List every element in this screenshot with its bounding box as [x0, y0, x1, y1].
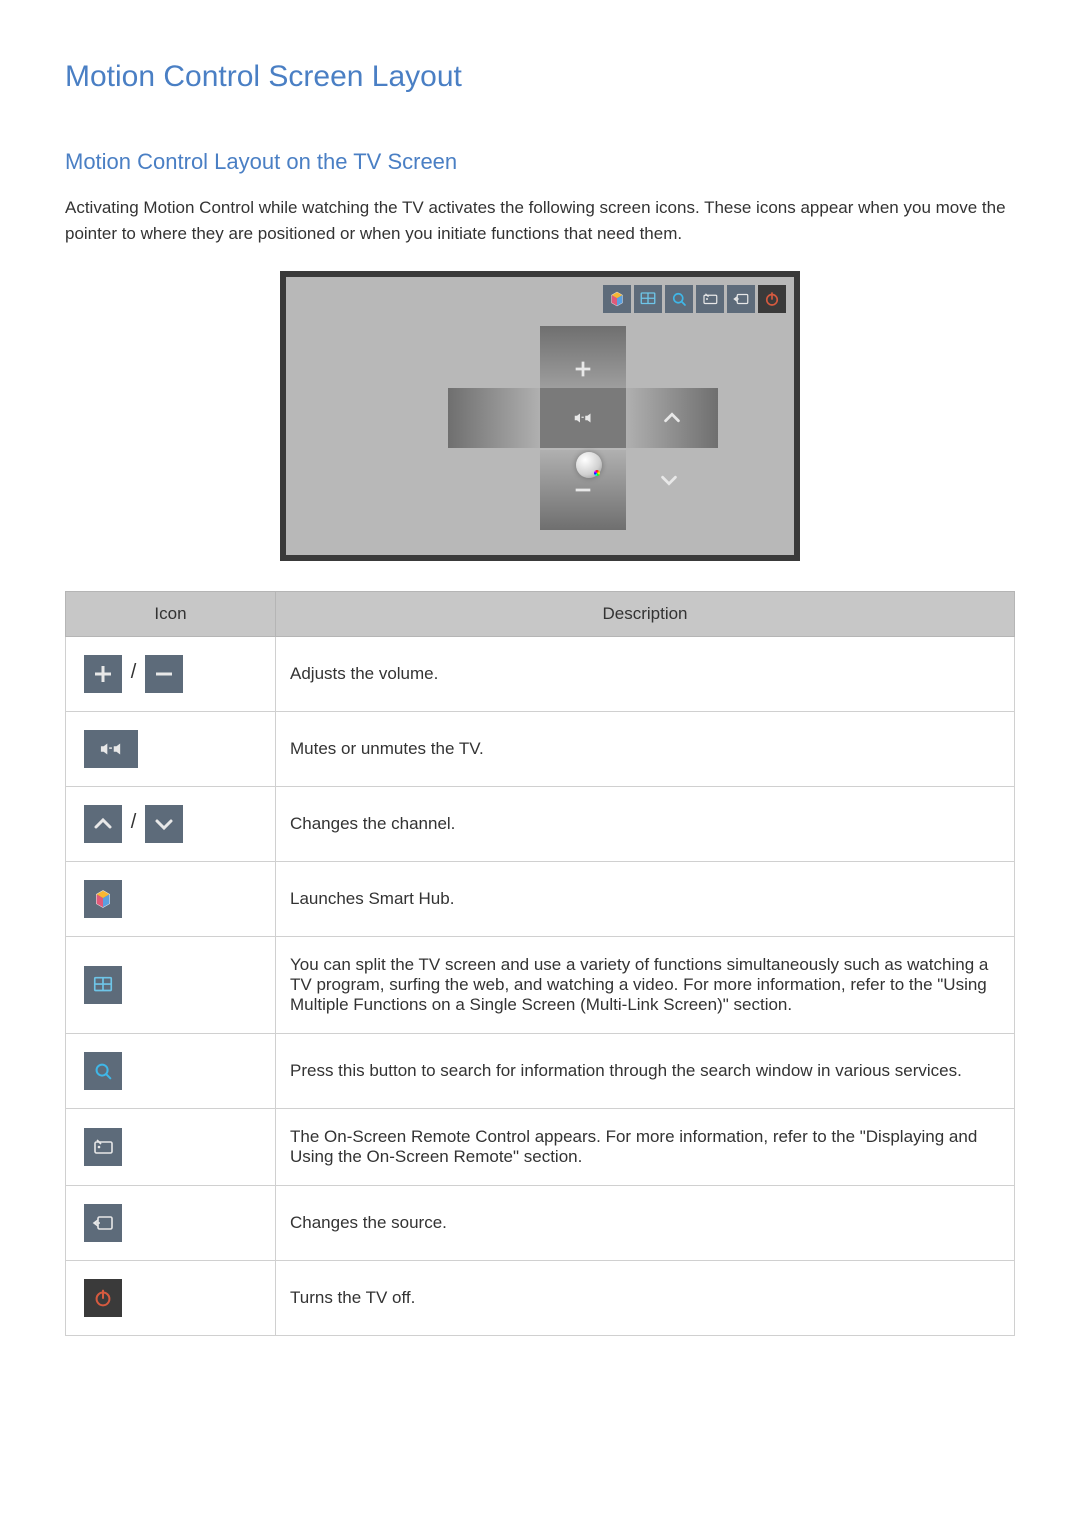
table-row: Changes the source. [66, 1186, 1015, 1261]
row-desc: Turns the TV off. [276, 1261, 1015, 1336]
channel-left-pad [448, 388, 540, 448]
table-row: You can split the TV screen and use a va… [66, 937, 1015, 1034]
remote-icon [84, 1128, 122, 1166]
row-desc: The On-Screen Remote Control appears. Fo… [276, 1109, 1015, 1186]
row-desc: Mutes or unmutes the TV. [276, 712, 1015, 787]
table-header-description: Description [276, 592, 1015, 637]
table-row: Mutes or unmutes the TV. [66, 712, 1015, 787]
source-icon [84, 1204, 122, 1242]
table-header-icon: Icon [66, 592, 276, 637]
table-row: The On-Screen Remote Control appears. Fo… [66, 1109, 1015, 1186]
channel-down-icon [145, 805, 183, 843]
row-desc: You can split the TV screen and use a va… [276, 937, 1015, 1034]
separator: / [131, 811, 137, 833]
mute-icon [84, 730, 138, 768]
mute-pad [540, 388, 626, 448]
channel-up-icon [84, 805, 122, 843]
pointer-cursor-icon [576, 452, 602, 478]
table-row: Launches Smart Hub. [66, 862, 1015, 937]
subtitle: Motion Control Layout on the TV Screen [65, 149, 1015, 175]
power-icon [84, 1279, 122, 1317]
search-icon [84, 1052, 122, 1090]
row-desc: Launches Smart Hub. [276, 862, 1015, 937]
table-row: / Changes the channel. [66, 787, 1015, 862]
table-row: / Adjusts the volume. [66, 637, 1015, 712]
table-row: Press this button to search for informat… [66, 1034, 1015, 1109]
tv-top-icon-bar [603, 285, 786, 313]
intro-text: Activating Motion Control while watching… [65, 195, 1015, 246]
multilink-icon [84, 966, 122, 1004]
search-icon [665, 285, 693, 313]
smarthub-icon [84, 880, 122, 918]
table-row: Turns the TV off. [66, 1261, 1015, 1336]
smarthub-icon [603, 285, 631, 313]
separator: / [131, 661, 137, 683]
tv-layout-figure [280, 271, 800, 561]
channel-down-pad [626, 450, 712, 510]
channel-up-pad [626, 388, 718, 448]
multilink-icon [634, 285, 662, 313]
row-desc: Press this button to search for informat… [276, 1034, 1015, 1109]
volume-up-icon [84, 655, 122, 693]
row-desc: Adjusts the volume. [276, 637, 1015, 712]
row-desc: Changes the channel. [276, 787, 1015, 862]
page-title: Motion Control Screen Layout [65, 60, 1015, 94]
volume-down-icon [145, 655, 183, 693]
source-icon [727, 285, 755, 313]
remote-icon [696, 285, 724, 313]
power-icon [758, 285, 786, 313]
row-desc: Changes the source. [276, 1186, 1015, 1261]
icon-description-table: Icon Description / Adjusts the volume. M… [65, 591, 1015, 1336]
